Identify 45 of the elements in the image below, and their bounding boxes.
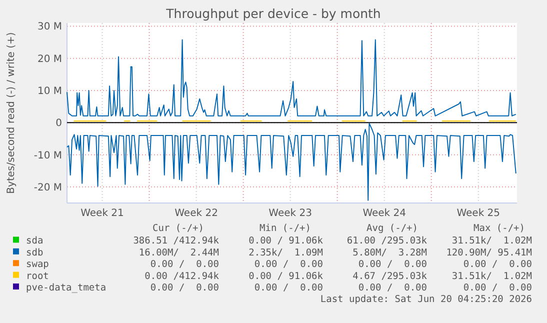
text: Last update: Sat Jun 20 04:25:20 2026: [320, 294, 532, 306]
text: 5.80M/ 3.28M: [352, 247, 428, 258]
line-series: [66, 122, 516, 201]
x-tick-label: Week 22: [174, 208, 218, 219]
line-series: [66, 39, 516, 116]
text: 386.51 /412.94k: [133, 236, 220, 247]
text: 0.00 / 0.00: [463, 282, 532, 294]
legend-label: sda: [26, 236, 44, 247]
text: 4.67 /295.03k: [352, 270, 428, 282]
text: 120.90M/ 95.41M: [446, 247, 532, 258]
text: 0.00 / 91.06k: [248, 270, 324, 282]
x-tick-label: Week 25: [456, 208, 500, 219]
legend-label: sdb: [26, 247, 44, 258]
text: 31.51k/ 1.02M: [452, 236, 532, 247]
text: 0.00 / 0.00: [358, 282, 428, 294]
text: Cur (-/+): [152, 223, 204, 234]
legend-label: root: [26, 270, 49, 282]
text: Max (-/+): [474, 223, 525, 234]
text: 0.00 / 91.06k: [248, 236, 324, 247]
text: 0.00 / 0.00: [254, 259, 324, 270]
y-tick-label: 20 M: [37, 54, 62, 65]
text: 0.00 /412.94k: [144, 270, 220, 282]
y-tick-label: 0: [56, 118, 62, 130]
legend-label: swap: [26, 259, 50, 270]
y-tick-label: 30 M: [37, 22, 62, 33]
chart-title: Throughput per device - by month: [165, 6, 381, 21]
text: 0.00 / 0.00: [358, 259, 428, 270]
x-tick-label: Week 21: [80, 208, 124, 219]
text: 61.00 /295.03k: [346, 236, 428, 247]
text: 0.00 / 0.00: [254, 282, 324, 294]
y-tick-label: -10 M: [34, 150, 62, 162]
x-tick-label: Week 24: [362, 208, 406, 219]
text: 31.51k/ 1.02M: [452, 270, 532, 282]
text: Avg (-/+): [366, 223, 418, 234]
y-tick-label: -20 M: [34, 182, 62, 194]
y-axis-title: Bytes/second read (-) / write (+): [6, 32, 17, 194]
legend-label: pve-data_tmeta: [26, 282, 106, 294]
text: 0.00 / 0.00: [150, 282, 220, 294]
text: 0.00 / 0.00: [463, 259, 532, 270]
text: 16.00M/ 2.44M: [138, 247, 220, 258]
text: 0.00 / 0.00: [150, 259, 220, 270]
text: 2.35k/ 1.09M: [248, 247, 324, 258]
x-tick-label: Week 23: [268, 208, 312, 219]
text: Min (-/+): [260, 223, 311, 234]
y-tick-label: 10 M: [37, 86, 62, 97]
